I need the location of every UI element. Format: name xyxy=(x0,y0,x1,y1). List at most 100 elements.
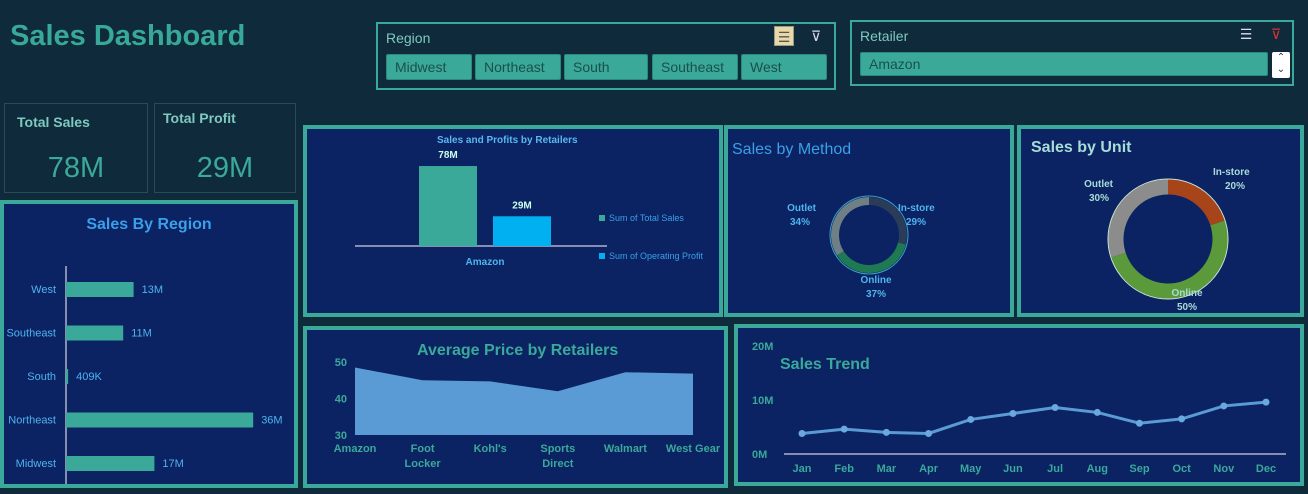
region-item-south[interactable]: South xyxy=(564,54,648,80)
unit-slice xyxy=(1167,179,1225,226)
unit-slice-pct: 30% xyxy=(1089,193,1109,204)
trend-x-tick: Jun xyxy=(1003,463,1023,475)
avg-price-x-tick: Sports Direct xyxy=(540,443,575,470)
region-tick-label: Midwest xyxy=(16,458,56,470)
avg-price-y-tick: 50 xyxy=(335,357,347,369)
trend-y-tick: 0M xyxy=(752,449,767,461)
total-sales-label: Total Sales xyxy=(17,114,90,130)
method-slice-label: Outlet xyxy=(787,203,817,214)
avg-price-x-tick: Walmart xyxy=(604,443,647,455)
retailers-chart-title: Sales and Profits by Retailers xyxy=(437,135,578,146)
retailer-data-label: 78M xyxy=(438,150,457,161)
multi-select-icon[interactable]: ☰ xyxy=(774,26,794,46)
region-chart-title: Sales By Region xyxy=(86,216,212,233)
trend-x-tick: Apr xyxy=(919,463,939,475)
avg-price-area xyxy=(355,367,693,435)
trend-point xyxy=(925,429,933,437)
region-data-label: 409K xyxy=(76,371,102,383)
avg-price-x-tick: West Gear xyxy=(666,443,721,455)
trend-point xyxy=(1051,404,1059,412)
multi-select-icon[interactable]: ☰ xyxy=(1239,26,1253,42)
trend-x-tick: Mar xyxy=(877,463,897,475)
unit-slice xyxy=(1111,220,1228,299)
trend-x-tick: Feb xyxy=(834,463,854,475)
unit-slice-label: Online xyxy=(1171,288,1203,299)
trend-x-tick: Aug xyxy=(1087,463,1108,475)
method-slice xyxy=(868,197,907,245)
region-item-west[interactable]: West xyxy=(741,54,827,80)
region-bar xyxy=(66,282,134,297)
trend-x-tick: Jul xyxy=(1047,463,1063,475)
trend-x-tick: Oct xyxy=(1172,463,1191,475)
method-slice-pct: 37% xyxy=(866,289,886,300)
avg-price-chart-title: Average Price by Retailers xyxy=(417,342,619,359)
trend-point xyxy=(798,429,806,437)
legend-label: Sum of Total Sales xyxy=(609,213,684,223)
unit-slice xyxy=(1108,179,1169,258)
clear-filter-icon[interactable]: ⊽ xyxy=(1270,26,1282,42)
region-item-northeast[interactable]: Northeast xyxy=(475,54,561,80)
trend-x-tick: Sep xyxy=(1129,463,1149,475)
trend-point xyxy=(1093,408,1101,416)
method-ring-outline xyxy=(829,195,909,275)
dashboard-title: Sales Dashboard xyxy=(10,20,246,52)
legend-swatch xyxy=(599,215,605,221)
sales-profits-retailers-chart: Sales and Profits by Retailers 78M Sum of… xyxy=(303,125,723,317)
method-slice-label: Online xyxy=(860,275,892,286)
sales-by-unit-chart: Sales by Unit Outlet 30% In-store 20% Online… xyxy=(1017,125,1304,317)
retailer-slicer: Retailer ☰ ⊽ Amazon ⌃ ⌄ xyxy=(850,20,1294,86)
trend-line xyxy=(801,400,1267,435)
avg-price-x-tick: Foot Locker xyxy=(405,443,442,470)
trend-point xyxy=(967,415,975,423)
method-slice-pct: 34% xyxy=(790,217,810,228)
retailers-chart-svg: 78M Sum of Total Sales 29M Sum of Operating… xyxy=(355,150,704,268)
retailer-data-label: 29M xyxy=(512,200,531,211)
region-bar xyxy=(66,456,155,471)
trend-point xyxy=(1220,402,1228,410)
trend-chart-title: Sales Trend xyxy=(780,356,870,373)
region-data-label: 17M xyxy=(162,458,183,470)
region-tick-label: Southeast xyxy=(6,328,56,340)
method-slice-pct: 29% xyxy=(906,217,926,228)
sales-by-method-chart: Sales by Method Outlet 34% In-store 29% Onli… xyxy=(724,125,1014,317)
unit-ring-outline xyxy=(1107,178,1229,300)
trend-point xyxy=(1009,410,1017,417)
avg-price-chart-svg: 30 40 50 Amazon Foot Locker Kohl's Sports Direct… xyxy=(334,357,721,470)
clear-filter-icon[interactable]: ⊽ xyxy=(810,28,822,44)
trend-y-tick: 20M xyxy=(752,341,773,353)
trend-x-tick: Nov xyxy=(1213,463,1235,475)
trend-point xyxy=(882,428,890,436)
retailer-bar xyxy=(493,216,551,246)
scroll-icon[interactable]: ⌃ ⌄ xyxy=(1272,52,1290,78)
method-chart-svg: Outlet 34% In-store 29% Online 37% xyxy=(787,195,935,300)
legend-swatch xyxy=(599,253,605,259)
retailer-slicer-title: Retailer xyxy=(860,28,909,44)
unit-slice-label: In-store xyxy=(1213,167,1250,178)
avg-price-y-tick: 30 xyxy=(335,430,347,442)
unit-slice-pct: 20% xyxy=(1225,181,1245,192)
region-tick-label: Northeast xyxy=(8,415,56,427)
region-item-midwest[interactable]: Midwest xyxy=(386,54,472,80)
total-sales-card: Total Sales 78M xyxy=(4,103,148,193)
region-slicer-title: Region xyxy=(386,30,431,46)
avg-price-y-tick: 40 xyxy=(335,394,347,406)
region-data-label: 11M xyxy=(131,328,152,340)
unit-slice-label: Outlet xyxy=(1084,179,1114,190)
region-slicer: Region ☰ ⊽ Midwest Northeast South South… xyxy=(376,22,836,90)
region-bar xyxy=(66,369,69,384)
trend-x-tick: Jan xyxy=(793,463,812,475)
trend-x-tick: May xyxy=(960,463,982,475)
retailer-item-amazon[interactable]: Amazon xyxy=(860,52,1268,76)
method-slice-label: In-store xyxy=(898,203,935,214)
region-item-southeast[interactable]: Southeast xyxy=(652,54,738,80)
avg-price-x-tick: Kohl's xyxy=(474,443,507,455)
total-profit-label: Total Profit xyxy=(163,110,236,126)
total-profit-value: 29M xyxy=(196,152,254,184)
method-slice xyxy=(836,242,906,273)
unit-slice-pct: 50% xyxy=(1177,302,1197,313)
sales-by-region-chart: Sales By Region West 13M Southeast 11M South… xyxy=(0,200,298,488)
region-data-label: 13M xyxy=(142,284,163,296)
trend-point xyxy=(1135,419,1143,427)
avg-price-x-tick: Amazon xyxy=(334,443,377,455)
legend-label: Sum of Operating Profit xyxy=(609,251,704,261)
